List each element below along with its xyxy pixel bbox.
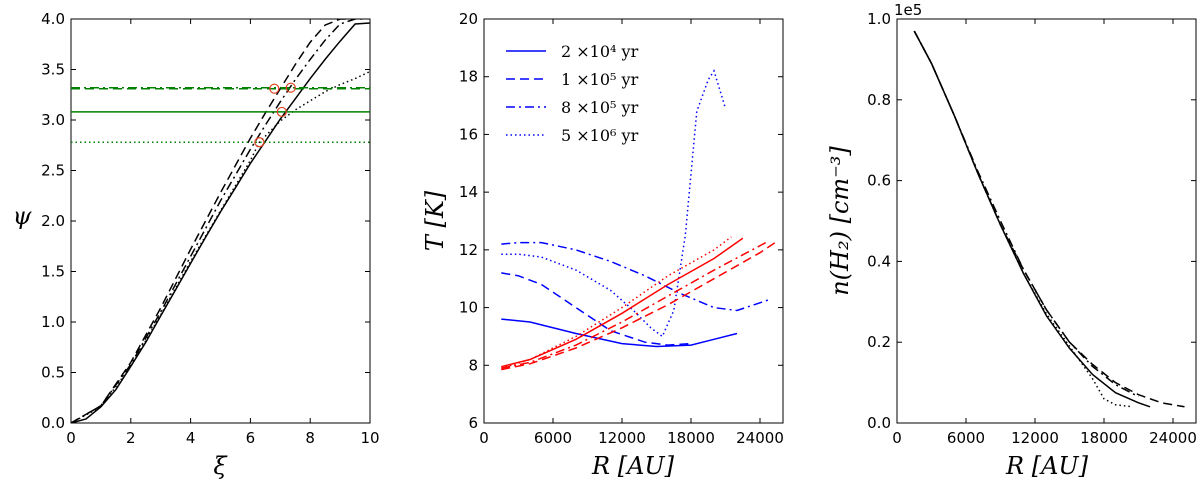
density-series-2-line — [913, 30, 1139, 398]
temperature-series-1-line — [501, 272, 692, 346]
psi-xi-ytick-label: 0.0 — [41, 414, 65, 432]
psi-xi-ytick-label: 2.5 — [41, 162, 65, 180]
temperature-ytick-label: 18 — [459, 68, 478, 86]
temperature-xtick-label: 0 — [479, 429, 489, 447]
temperature-series-2-line — [501, 241, 772, 312]
psi-xi-ytick-label: 3.5 — [41, 61, 65, 79]
psi-xi-ylabel: ψ — [13, 202, 33, 230]
psi-xi-plot-frame — [70, 18, 371, 424]
density-series-3-line — [913, 30, 1133, 408]
temperature-legend-label-2: 8 ×10⁵ yr — [561, 98, 639, 117]
temperature-legend-label-3: 5 ×10⁶ yr — [561, 126, 639, 145]
density-ytick-label: 0.8 — [867, 91, 891, 109]
temperature-xtick-label: 6000 — [534, 429, 572, 447]
temperature-xlabel: R [AU] — [591, 452, 675, 480]
temperature-xtick-label: 24000 — [736, 429, 784, 447]
density-ylabel: n(H₂) [cm⁻³] — [826, 146, 854, 296]
temperature-ytick-label: 12 — [459, 241, 478, 259]
psi-xi-ytick-label: 3.0 — [41, 111, 65, 129]
temperature-ylabel: T [K] — [421, 190, 449, 251]
density-ytick-label: 0.4 — [867, 252, 891, 270]
density-ytick-label: 1.0 — [867, 10, 891, 28]
density-xtick-label: 12000 — [1011, 429, 1059, 447]
density-ytick-label: 0.6 — [867, 172, 891, 190]
psi-xi-xtick-label: 6 — [246, 429, 256, 447]
temperature-ytick-label: 20 — [459, 10, 478, 28]
psi-xi-panel: 0 2 4 6 8 10 0.0 0.5 1.0 1.5 2.0 2.5 3.0 3.5 4.0 ξ ψ — [13, 10, 380, 480]
psi-xi-ytick-label: 0.5 — [41, 364, 65, 382]
temperature-legend: 2 ×10⁴ yr 1 ×10⁵ yr 8 ×10⁵ yr 5 ×10⁶ yr — [506, 42, 639, 145]
temperature-ytick-label: 6 — [468, 414, 478, 432]
temperature-xtick-label: 12000 — [598, 429, 646, 447]
density-ytick-label: 0.2 — [867, 333, 891, 351]
temperature-ytick-label: 14 — [459, 183, 478, 201]
psi-xi-intersection-marker-3 — [285, 82, 296, 93]
temperature-series-7-line — [501, 236, 732, 369]
density-xtick-label: 18000 — [1080, 429, 1128, 447]
temperature-panel: 0 6000 12000 18000 24000 6 8 10 12 14 16 18 20 2 ×1… — [421, 10, 784, 480]
density-panel: 0 6000 12000 18000 24000 0.00.20.40.60.81.0 … — [826, 1, 1197, 480]
density-xtick-label: 6000 — [947, 429, 985, 447]
psi-xi-series-1-line — [71, 19, 350, 423]
psi-xi-intersection-marker-0 — [254, 137, 265, 148]
temperature-legend-label-0: 2 ×10⁴ yr — [561, 42, 639, 61]
psi-xi-ytick-label: 1.0 — [41, 313, 65, 331]
temperature-xtick-label: 18000 — [667, 429, 715, 447]
density-xtick-label: 24000 — [1149, 429, 1197, 447]
density-xtick-label: 0 — [892, 429, 902, 447]
temperature-series-0-line — [501, 318, 738, 348]
psi-xi-ytick-label: 4.0 — [41, 10, 65, 28]
psi-xi-intersection-marker-1 — [269, 83, 280, 94]
psi-xi-xtick-label: 0 — [66, 429, 76, 447]
psi-xi-xtick-label: 8 — [305, 429, 315, 447]
psi-xi-ytick-label: 2.0 — [41, 212, 65, 230]
psi-xi-xtick-label: 4 — [186, 429, 196, 447]
temperature-ytick-label: 10 — [459, 299, 478, 317]
psi-xi-series-2-line — [71, 19, 364, 423]
temperature-series-4-line — [501, 237, 744, 368]
psi-xi-series-0-line — [71, 22, 370, 423]
density-series-1-line — [913, 30, 1185, 408]
density-offset-text: 1e5 — [894, 1, 922, 19]
temperature-plot-frame — [483, 18, 784, 424]
temperature-series-5-line — [501, 240, 778, 371]
density-ytick-label: 0.0 — [867, 414, 891, 432]
psi-xi-xtick-label: 10 — [360, 429, 379, 447]
psi-xi-xlabel: ξ — [213, 452, 228, 480]
temperature-series-6-line — [501, 241, 767, 369]
density-xlabel: R [AU] — [1005, 452, 1089, 480]
density-plot-frame — [896, 18, 1197, 424]
temperature-legend-label-1: 1 ×10⁵ yr — [561, 70, 639, 89]
density-series-0-line — [913, 30, 1151, 408]
psi-xi-xtick-label: 2 — [126, 429, 136, 447]
psi-xi-ytick-label: 1.5 — [41, 263, 65, 281]
psi-xi-intersection-marker-2 — [276, 106, 287, 118]
temperature-ytick-label: 8 — [468, 356, 478, 374]
psi-xi-series-3-line — [71, 70, 370, 423]
temperature-ytick-label: 16 — [459, 125, 478, 143]
